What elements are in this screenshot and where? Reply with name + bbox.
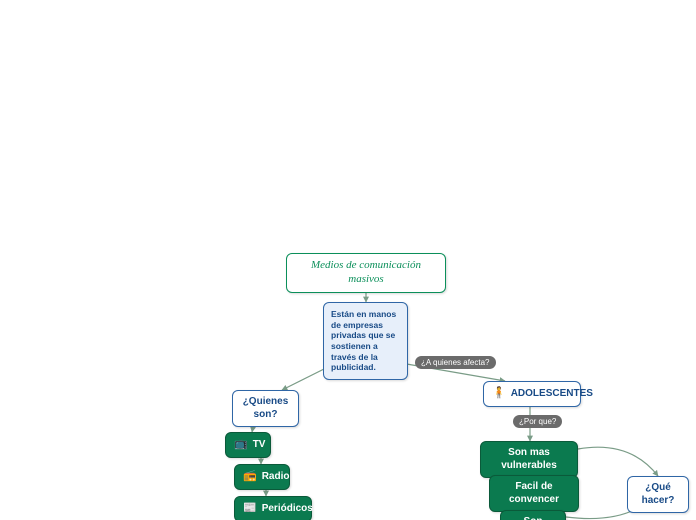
node-quienes[interactable]: ¿Quienes son?	[232, 390, 299, 427]
convencer-label: Facil de convencer	[498, 481, 570, 506]
radio-label: Radio	[262, 471, 290, 484]
node-vulnerables[interactable]: Son mas vulnerables	[480, 441, 578, 478]
node-periodicos[interactable]: 📰 Periódicos	[234, 496, 312, 520]
radio-icon: 📻	[243, 470, 257, 484]
edge-label-porque: ¿Por que?	[513, 415, 562, 428]
adolescentes-label: ADOLESCENTES	[511, 388, 593, 401]
node-convencer[interactable]: Facil de convencer	[489, 475, 579, 512]
tv-label: TV	[253, 439, 266, 452]
reveldes-label: Son reveldes	[509, 516, 557, 520]
node-quehacer[interactable]: ¿Qué hacer?	[627, 476, 689, 513]
node-radio[interactable]: 📻 Radio	[234, 464, 290, 490]
root-label: Medios de comunicación masivos	[295, 259, 437, 287]
tv-icon: 📺	[234, 438, 248, 452]
node-privadas[interactable]: Están en manos de empresas privadas que …	[323, 302, 408, 380]
quehacer-label: ¿Qué hacer?	[636, 482, 680, 507]
quienes-label: ¿Quienes son?	[241, 396, 290, 421]
diagram-canvas: Medios de comunicación masivos Están en m…	[0, 0, 696, 520]
periodicos-icon: 📰	[243, 502, 257, 516]
periodicos-label: Periódicos	[262, 503, 313, 516]
node-adolescentes[interactable]: 🧍ADOLESCENTES	[483, 381, 581, 407]
node-tv[interactable]: 📺 TV	[225, 432, 271, 458]
vulnerables-label: Son mas vulnerables	[489, 447, 569, 472]
node-reveldes[interactable]: Son reveldes	[500, 510, 566, 520]
edge	[578, 447, 658, 476]
adolescentes-icon: 🧍	[492, 387, 506, 401]
privadas-label: Están en manos de empresas privadas que …	[331, 309, 400, 373]
edge-label-afecta: ¿A quienes afecta?	[415, 356, 496, 369]
node-root[interactable]: Medios de comunicación masivos	[286, 253, 446, 293]
